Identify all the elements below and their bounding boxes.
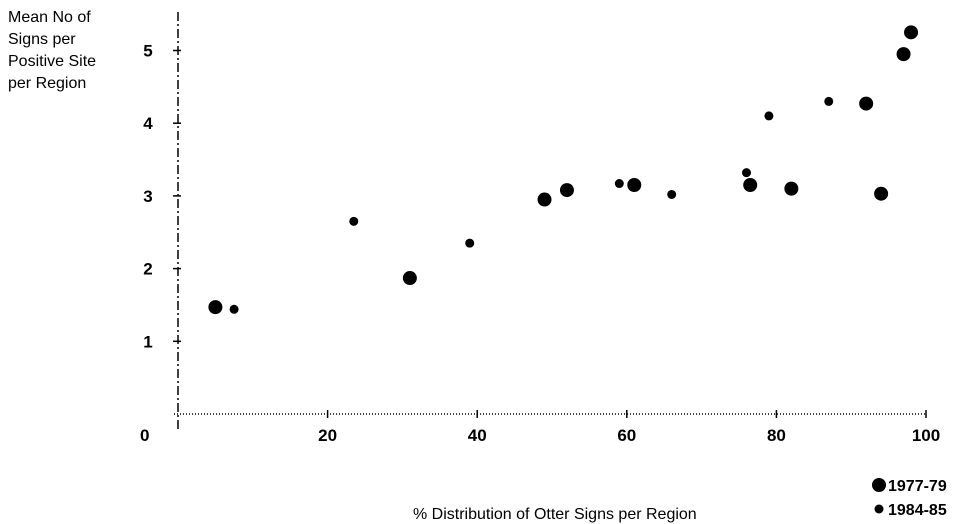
- data-point-1984-85: [667, 189, 677, 199]
- legend-label: 1984-85: [888, 502, 947, 519]
- data-point-1977-79: [208, 300, 223, 315]
- y-axis-label: Mean No of Signs per Positive Site per Regi…: [8, 9, 96, 92]
- y-tick-label: 3: [143, 187, 152, 206]
- data-point-1984-85: [764, 111, 774, 121]
- data-point-1977-79: [743, 177, 758, 192]
- data-points: [208, 25, 919, 315]
- data-point-1984-85: [824, 96, 834, 106]
- data-point-1984-85: [229, 304, 239, 314]
- legend: 1977-79 1984-85: [872, 478, 947, 519]
- y-tick-label: 1: [143, 332, 152, 351]
- y-tick-label: 4: [143, 114, 153, 133]
- x-axis-label: % Distribution of Otter Signs per Region: [413, 506, 697, 523]
- data-point-1977-79: [537, 192, 552, 207]
- origin-tick-label: 0: [140, 426, 149, 445]
- data-point-1977-79: [402, 271, 417, 286]
- data-point-1984-85: [349, 216, 359, 226]
- y-tick-label: 5: [143, 42, 152, 61]
- data-point-1977-79: [559, 183, 574, 198]
- legend-label: 1977-79: [888, 478, 947, 495]
- data-point-1977-79: [627, 177, 642, 192]
- x-tick-label: 40: [468, 426, 487, 445]
- y-axis-label-line: Positive Site: [8, 53, 96, 70]
- x-tick-label: 20: [318, 426, 337, 445]
- data-point-1977-79: [874, 186, 889, 201]
- data-point-1977-79: [859, 96, 874, 111]
- y-axis-label-line: per Region: [8, 75, 86, 92]
- axis-ticks: 1 2 3 4 5 20 40 60 80 100: [143, 42, 940, 446]
- x-tick-label: 80: [767, 426, 786, 445]
- legend-marker: [874, 504, 884, 514]
- data-point-1977-79: [904, 25, 919, 40]
- data-point-1984-85: [465, 238, 475, 248]
- data-point-1977-79: [784, 181, 799, 196]
- y-tick-label: 2: [143, 260, 152, 279]
- legend-marker: [872, 478, 886, 492]
- data-point-1977-79: [896, 47, 911, 62]
- y-axis-label-line: Mean No of: [8, 9, 91, 26]
- x-tick-label: 60: [617, 426, 636, 445]
- data-point-1984-85: [741, 168, 751, 178]
- data-point-1984-85: [614, 179, 624, 189]
- x-tick-label: 100: [912, 426, 940, 445]
- y-axis-label-line: Signs per: [8, 31, 76, 48]
